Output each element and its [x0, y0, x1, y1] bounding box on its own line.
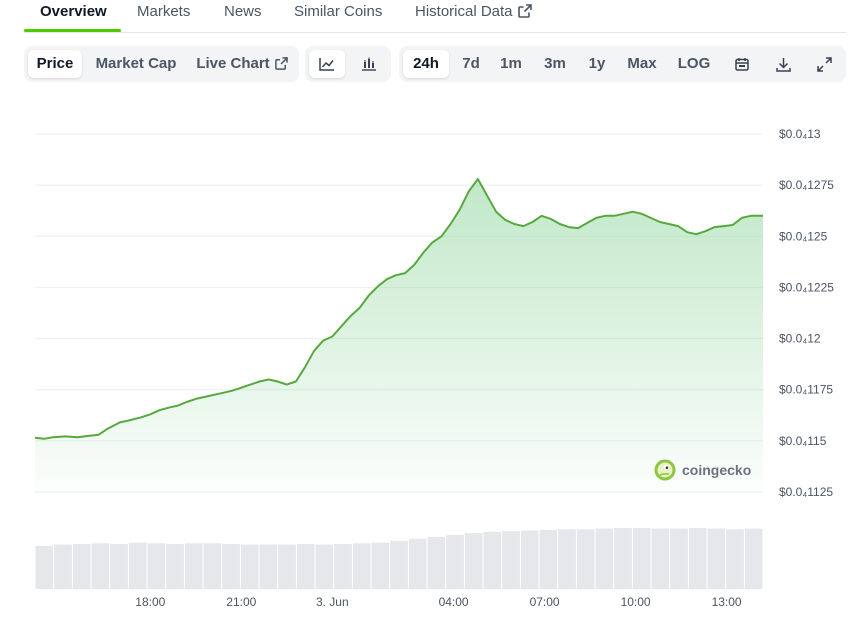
candlestick-chart-button[interactable] [351, 50, 387, 78]
live-chart-label: Live Chart [196, 55, 270, 72]
volume-bar [408, 538, 427, 589]
volume-bar [315, 544, 334, 589]
fullscreen-icon [816, 56, 832, 72]
volume-bar [446, 535, 464, 589]
y-tick-label: $0.0₄125 [779, 229, 828, 243]
tab-news[interactable]: News [224, 3, 262, 20]
volume-bar [520, 530, 539, 589]
volume-bar [558, 529, 576, 589]
volume-bar [278, 544, 296, 589]
volume-bar [595, 528, 614, 589]
x-axis: 18:00 21:00 3. Jun 04:00 07:00 10:00 13:00 [135, 595, 742, 609]
volume-bar [128, 542, 147, 589]
y-axis: $0.0₄13 $0.0₄1275 $0.0₄125 $0.0₄1225 $0.0₄12… [779, 127, 834, 499]
range-1m-button[interactable]: 1m [500, 55, 522, 72]
tab-historical-data[interactable]: Historical Data [415, 3, 532, 20]
volume-bar [614, 528, 632, 589]
external-link-icon [517, 4, 532, 18]
y-tick-label: $0.0₄13 [779, 127, 821, 141]
volume-bar [632, 528, 651, 589]
x-tick-label: 10:00 [621, 595, 651, 609]
log-scale-button[interactable]: LOG [677, 55, 711, 72]
tab-overview[interactable]: Overview [40, 3, 107, 20]
active-tab-indicator [24, 29, 121, 32]
x-tick-label: 07:00 [530, 595, 560, 609]
external-link-icon [274, 57, 288, 70]
volume-bars [35, 528, 763, 589]
volume-bar [744, 528, 763, 589]
price-series [34, 178, 763, 492]
volume-bar [576, 529, 595, 589]
volume-bar [688, 528, 707, 589]
live-chart-button[interactable]: Live Chart [192, 50, 292, 78]
volume-bar [35, 545, 54, 589]
range-3m-button[interactable]: 3m [544, 55, 566, 72]
volume-bar [670, 528, 688, 589]
x-tick-label: 04:00 [439, 595, 469, 609]
volume-bar [240, 544, 259, 589]
volume-bar [726, 529, 744, 589]
range-toggle-group: 24h 7d 1m 3m 1y Max LOG [399, 46, 846, 82]
line-chart-icon [319, 58, 334, 71]
price-line [34, 178, 763, 440]
coingecko-watermark: coingecko [654, 459, 751, 481]
coingecko-wordmark: coingecko [682, 462, 752, 478]
volume-bar [222, 544, 240, 589]
download-button[interactable] [765, 50, 801, 78]
volume-bar [427, 536, 446, 589]
candlestick-chart-icon [362, 57, 376, 71]
line-chart-button[interactable] [309, 50, 345, 78]
volume-bar [352, 543, 371, 589]
chart-style-group [305, 46, 391, 82]
volume-bar [110, 544, 128, 589]
x-tick-label: 21:00 [226, 595, 256, 609]
volume-bar [502, 531, 520, 589]
volume-bar [72, 544, 91, 589]
y-tick-label: $0.0₄1125 [779, 485, 833, 499]
x-tick-label: 3. Jun [316, 595, 349, 609]
volume-bar [184, 543, 203, 589]
y-tick-label: $0.0₄12 [779, 332, 821, 346]
range-max-button[interactable]: Max [627, 55, 657, 72]
metric-toggle-group: Price Market Cap Live Chart [24, 46, 299, 82]
volume-bar [390, 540, 408, 589]
coingecko-logo-icon [654, 459, 676, 481]
volume-bar [539, 529, 558, 589]
volume-bar [371, 542, 390, 589]
tab-similar-coins[interactable]: Similar Coins [294, 3, 383, 20]
fullscreen-button[interactable] [806, 50, 842, 78]
volume-bar [166, 544, 184, 589]
tab-markets[interactable]: Markets [137, 3, 191, 20]
y-tick-label: $0.0₄1175 [779, 383, 833, 397]
download-icon [775, 57, 791, 72]
volume-bar [334, 544, 352, 589]
y-tick-label: $0.0₄115 [779, 434, 827, 448]
range-7d-button[interactable]: 7d [462, 55, 480, 72]
volume-bar [296, 544, 315, 589]
price-area [35, 179, 763, 492]
tab-historical-data-label: Historical Data [415, 3, 513, 20]
tab-bar: Overview Markets News Similar Coins Hist… [24, 0, 846, 33]
volume-bar [203, 543, 222, 589]
volume-bar [259, 544, 278, 589]
x-tick-label: 18:00 [135, 595, 165, 609]
calendar-icon [735, 58, 749, 71]
volume-bar [91, 543, 110, 589]
volume-bar [651, 528, 670, 589]
x-tick-label: 13:00 [712, 595, 742, 609]
volume-bar [147, 543, 166, 589]
y-tick-label: $0.0₄1225 [779, 280, 834, 294]
range-1y-button[interactable]: 1y [588, 55, 606, 72]
market-cap-button[interactable]: Market Cap [95, 55, 177, 72]
price-button[interactable]: Price [28, 50, 82, 78]
y-tick-label: $0.0₄1275 [779, 178, 834, 192]
volume-bar [707, 528, 726, 589]
range-24h-button[interactable]: 24h [403, 50, 449, 78]
volume-bar [464, 533, 483, 589]
volume-bar [483, 531, 502, 589]
volume-bar [54, 544, 72, 589]
calendar-button[interactable] [724, 50, 760, 78]
